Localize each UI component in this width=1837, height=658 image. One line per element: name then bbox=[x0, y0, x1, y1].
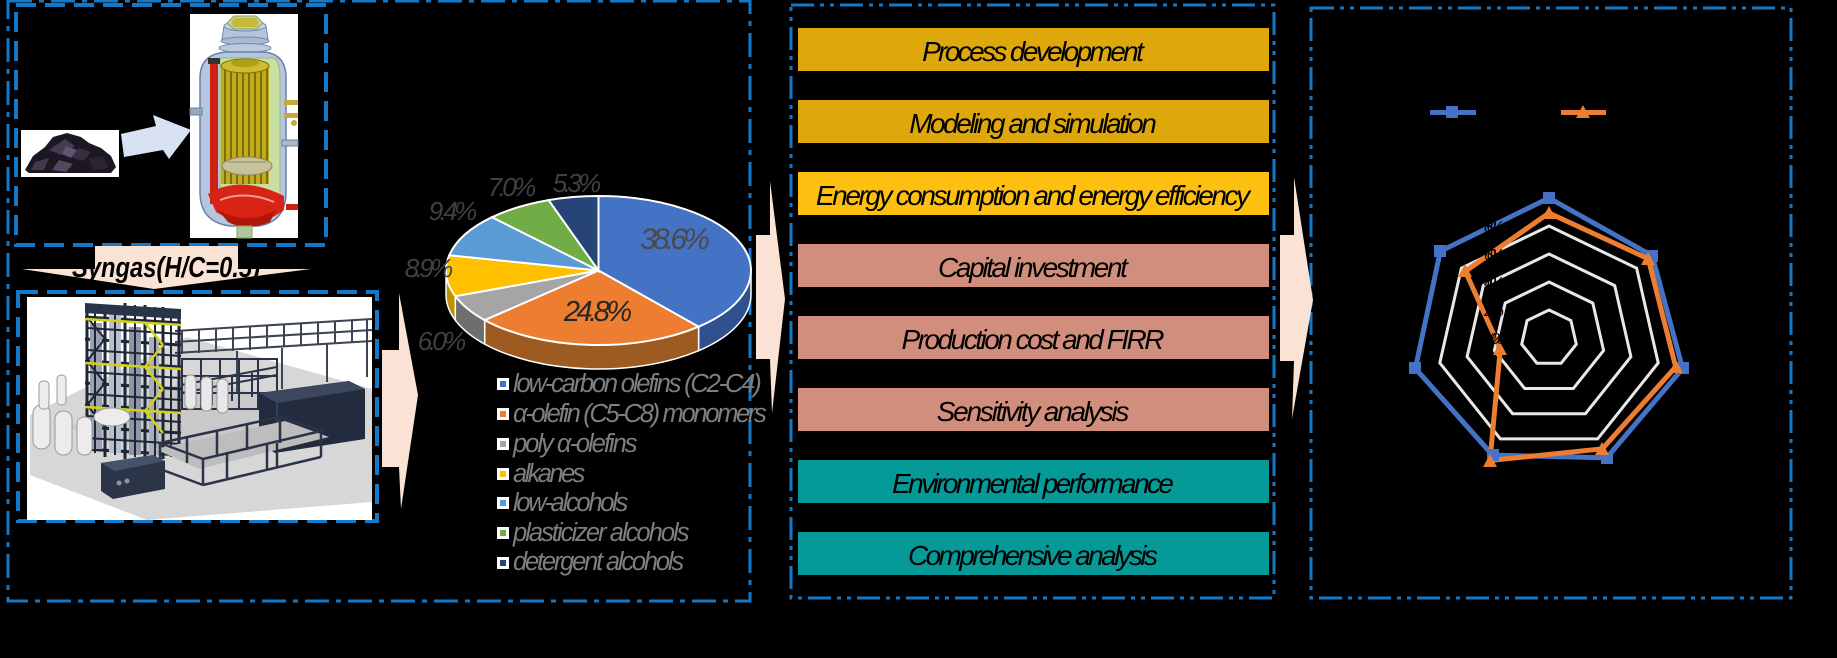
svg-text:0%: 0% bbox=[1490, 331, 1504, 348]
svg-text:detergent alcohols: detergent alcohols bbox=[513, 548, 684, 576]
svg-text:Sensitivity analysis: Sensitivity analysis bbox=[937, 396, 1130, 427]
svg-text:poly α-olefins: poly α-olefins bbox=[512, 430, 638, 458]
svg-text:38.6%: 38.6% bbox=[640, 223, 710, 256]
svg-text:Comprehensive analysis: Comprehensive analysis bbox=[908, 540, 1158, 571]
svg-text:9.4%: 9.4% bbox=[429, 196, 478, 226]
svg-text:Process development: Process development bbox=[922, 36, 1145, 67]
svg-text:low-alcohols: low-alcohols bbox=[513, 489, 629, 517]
svg-text:8.9%: 8.9% bbox=[405, 253, 454, 283]
svg-text:low-carbon olefins (C2-C4): low-carbon olefins (C2-C4) bbox=[513, 370, 762, 398]
svg-text:6.0%: 6.0% bbox=[418, 326, 467, 356]
svg-text:Capital investment: Capital investment bbox=[938, 252, 1129, 283]
svg-text:Energy consumption and energy: Energy consumption and energy efficiency bbox=[816, 180, 1252, 211]
svg-text:α-olefin (C5-C8) monomers: α-olefin (C5-C8) monomers bbox=[513, 400, 767, 428]
svg-text:7.0%: 7.0% bbox=[488, 172, 537, 202]
svg-text:Modeling and simulation: Modeling and simulation bbox=[909, 108, 1157, 139]
svg-text:5.3%: 5.3% bbox=[553, 168, 602, 198]
svg-text:60%: 60% bbox=[1484, 247, 1504, 264]
svg-text:alkanes: alkanes bbox=[513, 460, 586, 488]
svg-text:24.8%: 24.8% bbox=[563, 296, 632, 328]
svg-text:100%: 100% bbox=[1477, 191, 1504, 208]
svg-text:plasticizer alcohols: plasticizer alcohols bbox=[512, 519, 690, 547]
svg-text:Production cost and FIRR: Production cost and FIRR bbox=[902, 324, 1165, 355]
svg-text:Syngas(H/C=0.5): Syngas(H/C=0.5) bbox=[72, 252, 260, 284]
svg-text:Environmental performance: Environmental performance bbox=[892, 468, 1174, 499]
svg-text:20%: 20% bbox=[1483, 303, 1504, 320]
svg-text:40%: 40% bbox=[1484, 275, 1504, 292]
svg-text:80%: 80% bbox=[1484, 219, 1504, 236]
